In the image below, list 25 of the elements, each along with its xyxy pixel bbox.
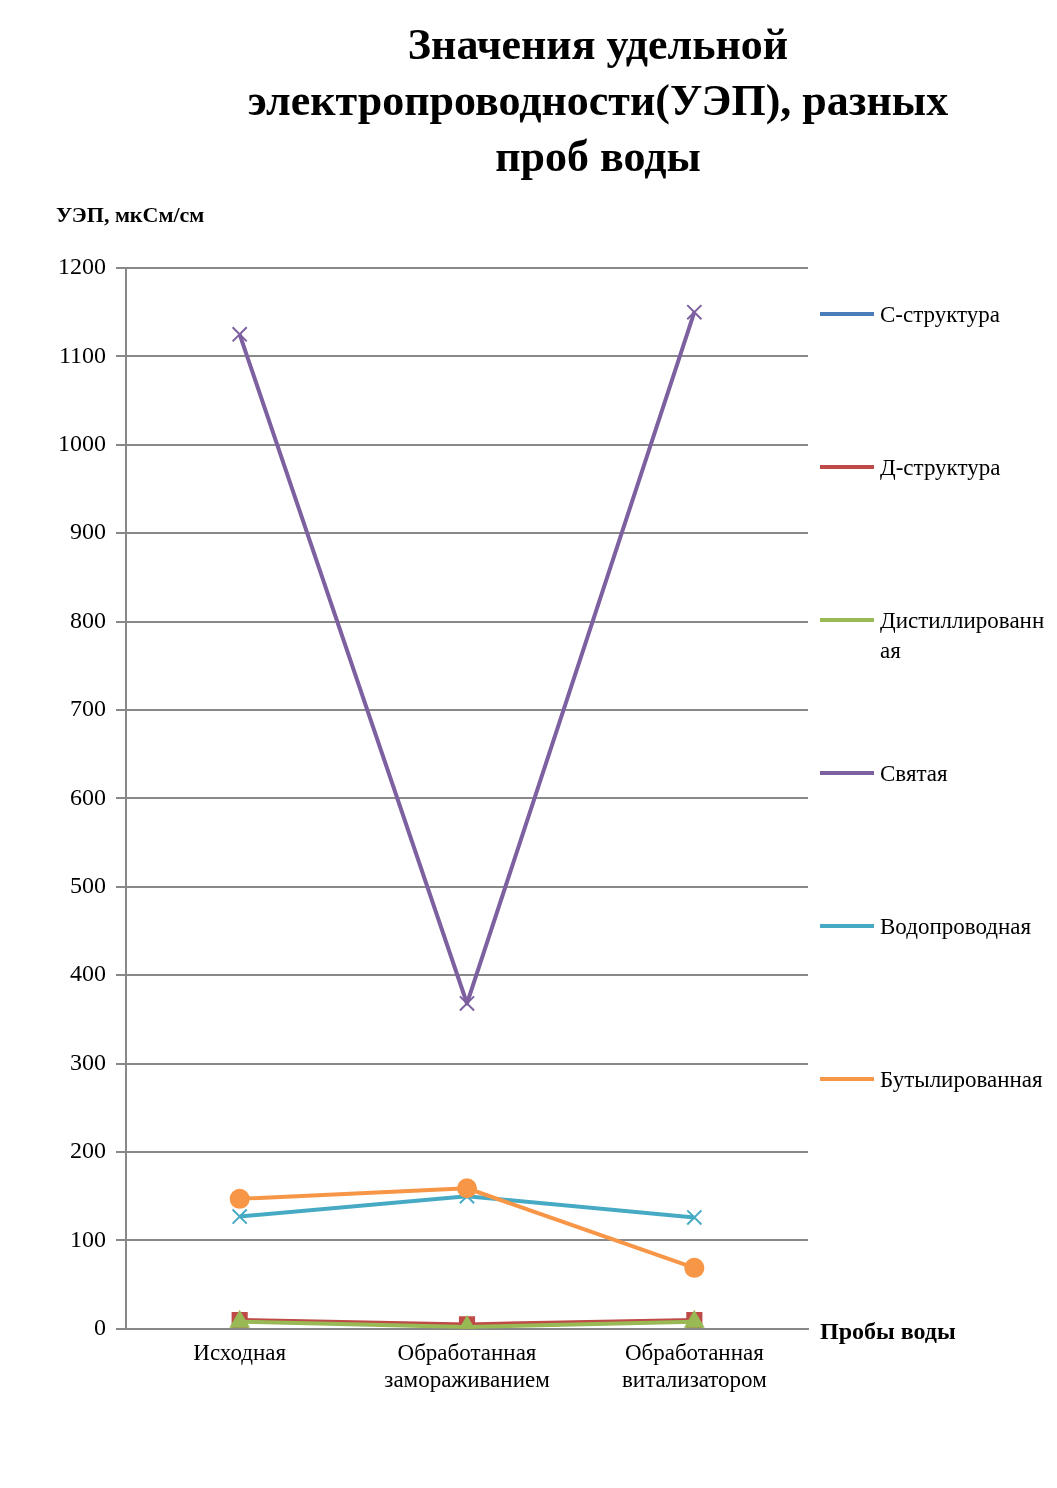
x-tick-label: Обработанная витализатором <box>621 1339 768 1393</box>
y-tick-label: 1200 <box>58 253 106 280</box>
y-tick-label: 400 <box>70 960 106 987</box>
y-tick-label: 600 <box>70 783 106 810</box>
y-tick-label: 700 <box>70 695 106 722</box>
y-tick-label: 300 <box>70 1048 106 1075</box>
legend-label: С-структура <box>880 301 1001 329</box>
y-axis-title: УЭП, мкСм/см <box>56 201 205 227</box>
x-axis-title: Пробы воды <box>820 1318 956 1344</box>
y-tick-label: 900 <box>70 518 106 545</box>
legend-label: Д-структура <box>880 454 1001 482</box>
y-tick-label: 1100 <box>58 341 106 368</box>
y-tick-label: 500 <box>70 872 106 899</box>
y-tick-label: 800 <box>70 606 106 633</box>
x-tick-label: Исходная <box>193 1339 287 1365</box>
y-tick-label: 200 <box>70 1137 106 1164</box>
y-tick-label: 1000 <box>58 430 106 457</box>
legend-label: Дистиллированная <box>880 607 1045 665</box>
legend-label: Святая <box>880 760 948 788</box>
x-tick-label: Обработанная замораживанием <box>384 1339 551 1393</box>
y-tick-label: 0 <box>94 1314 106 1341</box>
legend-label: Бутылированная <box>880 1066 1043 1094</box>
y-tick-label: 100 <box>70 1225 106 1252</box>
legend-label: Водопроводная <box>880 913 1032 941</box>
chart-title: Значения удельной электропроводности(УЭП), разных проб воды <box>247 20 949 182</box>
